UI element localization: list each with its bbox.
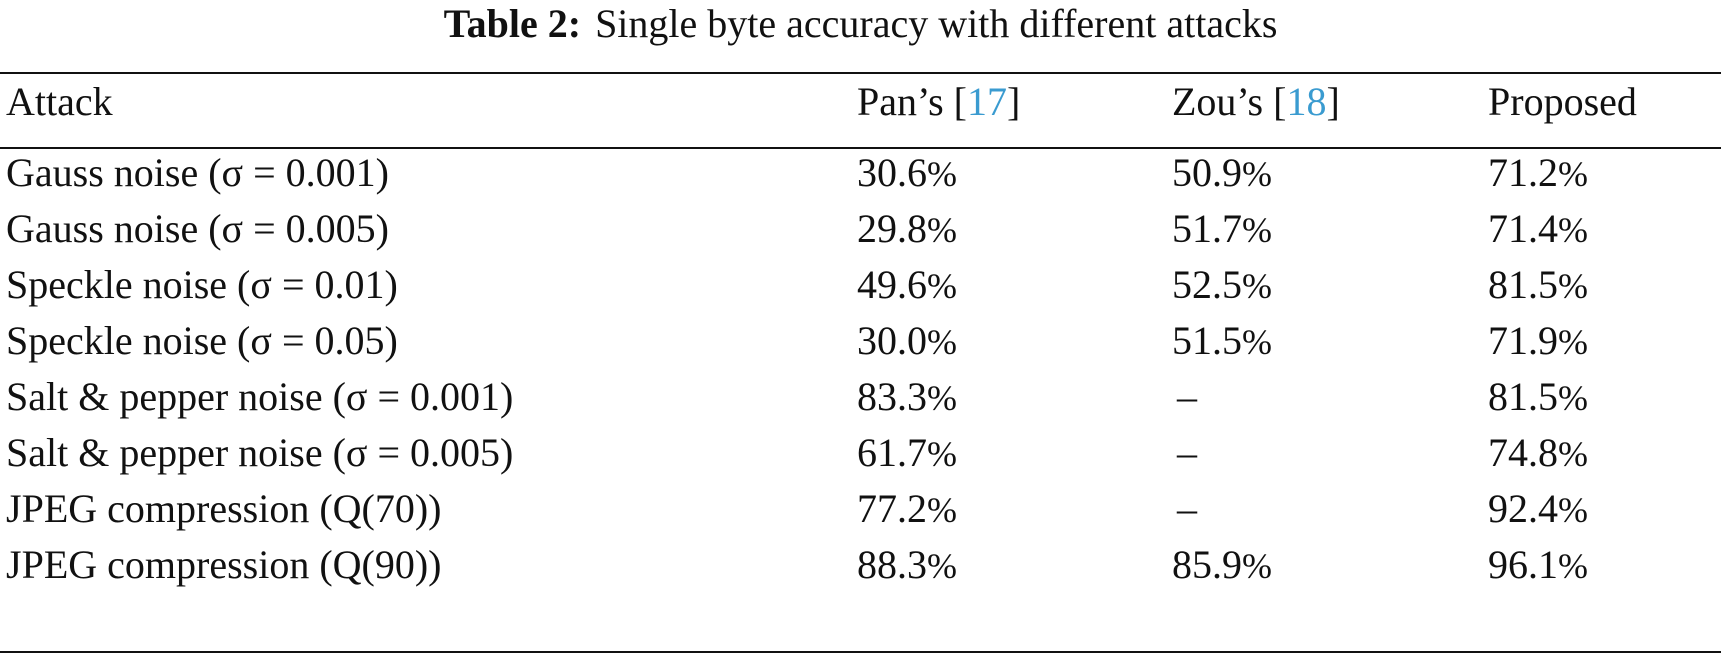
row-6-attack: JPEG compression (Q(70)): [6, 486, 442, 531]
row-5-pan: 61.7%: [857, 430, 957, 475]
row-6-pan: 77.2%: [857, 486, 957, 531]
row-0-attack: Gauss noise (σ = 0.001): [6, 150, 389, 195]
citation-link-17[interactable]: 17: [967, 79, 1007, 124]
row-1-zou: 51.7%: [1172, 206, 1272, 251]
row-0-zou: 50.9%: [1172, 150, 1272, 195]
row-5-zou: –: [1177, 430, 1197, 475]
row-7-zou: 85.9%: [1172, 542, 1272, 587]
table-header-rule: [0, 147, 1721, 149]
row-3-attack: Speckle noise (σ = 0.05): [6, 318, 398, 363]
row-6-zou: –: [1177, 486, 1197, 531]
row-4-attack: Salt & pepper noise (σ = 0.001): [6, 374, 514, 419]
row-1-attack: Gauss noise (σ = 0.005): [6, 206, 389, 251]
header-attack: Attack: [6, 79, 113, 124]
row-4-pan: 83.3%: [857, 374, 957, 419]
header-proposed: Proposed: [1488, 79, 1637, 124]
row-6-proposed: 92.4%: [1488, 486, 1588, 531]
row-0-pan: 30.6%: [857, 150, 957, 195]
row-5-proposed: 74.8%: [1488, 430, 1588, 475]
table-bottom-rule: [0, 651, 1721, 653]
row-2-attack: Speckle noise (σ = 0.01): [6, 262, 398, 307]
row-2-zou: 52.5%: [1172, 262, 1272, 307]
table-caption-text: Single byte accuracy with different atta…: [595, 1, 1278, 46]
row-3-pan: 30.0%: [857, 318, 957, 363]
header-pan: Pan’s [17]: [857, 78, 1020, 126]
row-2-proposed: 81.5%: [1488, 262, 1588, 307]
row-1-pan: 29.8%: [857, 206, 957, 251]
row-3-proposed: 71.9%: [1488, 318, 1588, 363]
row-4-proposed: 81.5%: [1488, 374, 1588, 419]
table-caption: Table 2: Single byte accuracy with differ…: [0, 0, 1721, 52]
row-7-pan: 88.3%: [857, 542, 957, 587]
row-7-attack: JPEG compression (Q(90)): [6, 542, 442, 587]
row-3-zou: 51.5%: [1172, 318, 1272, 363]
row-2-pan: 49.6%: [857, 262, 957, 307]
row-7-proposed: 96.1%: [1488, 542, 1588, 587]
citation-link-18[interactable]: 18: [1286, 79, 1327, 124]
row-0-proposed: 71.2%: [1488, 150, 1588, 195]
header-zou-suffix: ]: [1326, 79, 1340, 124]
row-4-zou: –: [1177, 374, 1197, 419]
header-pan-suffix: ]: [1007, 79, 1021, 124]
table-top-rule: [0, 72, 1721, 74]
header-pan-prefix: Pan’s [: [857, 79, 967, 124]
header-zou-prefix: Zou’s [: [1172, 79, 1287, 124]
header-zou: Zou’s [18]: [1172, 78, 1340, 126]
row-5-attack: Salt & pepper noise (σ = 0.005): [6, 430, 514, 475]
row-1-proposed: 71.4%: [1488, 206, 1588, 251]
table-caption-label: Table 2:: [443, 1, 582, 46]
